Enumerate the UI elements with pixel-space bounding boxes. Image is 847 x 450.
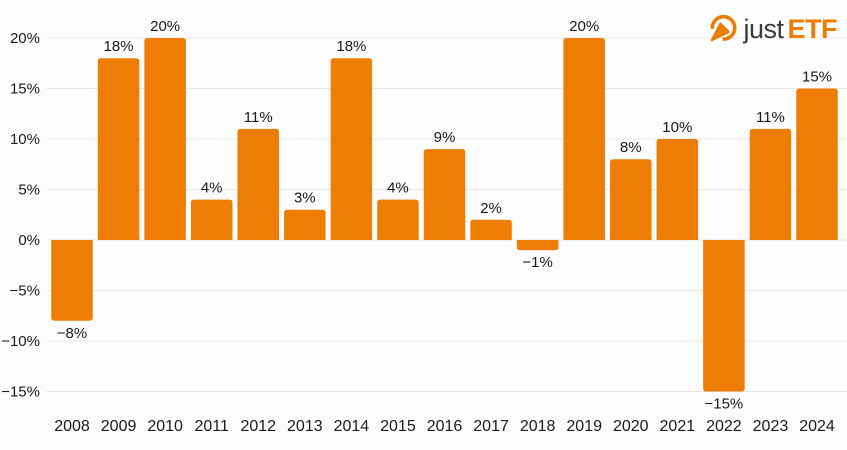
bar-2010[interactable] bbox=[144, 38, 186, 240]
bar-value-label: 20% bbox=[150, 18, 180, 35]
x-axis-label: 2010 bbox=[147, 418, 183, 435]
bar-value-label: 9% bbox=[434, 129, 456, 146]
x-axis-label: 2008 bbox=[54, 418, 90, 435]
bar-2009[interactable] bbox=[97, 58, 140, 241]
y-axis-tick-label: 15% bbox=[10, 81, 40, 98]
y-axis-tick-label: −10% bbox=[1, 333, 40, 350]
x-axis-label: 2011 bbox=[194, 418, 229, 435]
bar-2018[interactable] bbox=[516, 240, 559, 251]
bar-value-label: 3% bbox=[294, 190, 316, 207]
x-axis-label: 2012 bbox=[240, 418, 276, 435]
x-axis-label: 2018 bbox=[520, 418, 556, 435]
x-axis-label: 2019 bbox=[566, 418, 602, 435]
bar-value-label: −15% bbox=[704, 396, 743, 413]
bar-2017[interactable] bbox=[470, 219, 512, 240]
bar-2016[interactable] bbox=[423, 149, 466, 240]
justetf-logo: just ETF bbox=[707, 10, 837, 48]
bar-value-label: 2% bbox=[480, 200, 502, 217]
y-axis-tick-label: 5% bbox=[18, 182, 40, 199]
bar-value-label: 11% bbox=[756, 109, 785, 126]
logo-text-just: just bbox=[743, 14, 784, 44]
x-axis-label: 2021 bbox=[660, 418, 696, 435]
x-axis-label: 2023 bbox=[753, 418, 789, 435]
bar-2019[interactable] bbox=[563, 38, 605, 240]
logo-text-etf: ETF bbox=[787, 14, 838, 44]
bar-value-label: 10% bbox=[662, 119, 692, 136]
x-axis-label: 2024 bbox=[799, 418, 835, 435]
x-axis-label: 2016 bbox=[427, 418, 463, 435]
x-axis-label: 2014 bbox=[334, 418, 370, 435]
y-axis-tick-label: −5% bbox=[10, 283, 40, 300]
x-axis-label: 2015 bbox=[380, 418, 416, 435]
bar-2022[interactable] bbox=[703, 240, 745, 392]
justetf-gauge-icon bbox=[710, 14, 738, 42]
bar-value-label: −8% bbox=[57, 325, 87, 342]
bar-value-label: 8% bbox=[620, 139, 642, 156]
y-axis-tick-label: 20% bbox=[10, 30, 40, 47]
x-axis-label: 2009 bbox=[101, 418, 137, 435]
bar-2012[interactable] bbox=[237, 128, 280, 240]
bar-2024[interactable] bbox=[796, 88, 838, 241]
y-axis-tick-label: 10% bbox=[10, 131, 40, 148]
bar-2021[interactable] bbox=[656, 139, 699, 240]
x-axis-label: 2017 bbox=[473, 418, 509, 435]
x-axis-label: 2022 bbox=[706, 418, 742, 435]
bar-2008[interactable] bbox=[51, 240, 93, 321]
y-axis-tick-label: −15% bbox=[1, 384, 40, 401]
bar-value-label: 20% bbox=[569, 18, 599, 35]
bar-value-label: 4% bbox=[387, 180, 409, 197]
bar-value-label: 15% bbox=[802, 69, 832, 86]
bar-2013[interactable] bbox=[284, 209, 326, 240]
bar-2015[interactable] bbox=[377, 199, 419, 240]
x-axis-label: 2013 bbox=[287, 418, 323, 435]
bar-2020[interactable] bbox=[610, 159, 652, 240]
bar-2023[interactable] bbox=[749, 128, 792, 240]
y-axis-tick-label: 0% bbox=[18, 232, 40, 249]
bar-2014[interactable] bbox=[330, 58, 373, 241]
bar-2011[interactable] bbox=[190, 199, 233, 240]
bar-value-label: 18% bbox=[104, 38, 134, 55]
bar-value-label: −1% bbox=[522, 254, 552, 271]
x-axis-label: 2020 bbox=[613, 418, 649, 435]
bar-value-label: 11% bbox=[244, 109, 273, 126]
bar-value-label: 4% bbox=[201, 180, 223, 197]
bar-value-label: 18% bbox=[336, 38, 366, 55]
